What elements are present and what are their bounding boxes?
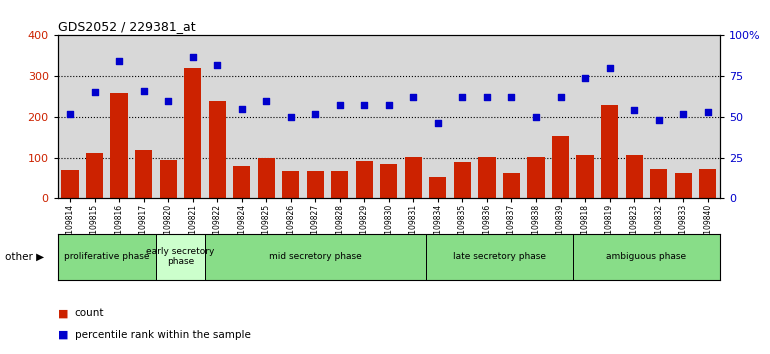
Bar bbox=[86, 153, 103, 198]
Point bbox=[604, 65, 616, 71]
Bar bbox=[573, 234, 720, 280]
Point bbox=[579, 75, 591, 81]
Bar bbox=[233, 166, 250, 198]
Point bbox=[701, 109, 714, 115]
Bar bbox=[205, 234, 426, 280]
Point bbox=[457, 95, 469, 100]
Bar bbox=[58, 234, 156, 280]
Bar bbox=[478, 157, 496, 198]
Point bbox=[628, 108, 641, 113]
Text: ■: ■ bbox=[58, 308, 69, 318]
Text: ■: ■ bbox=[58, 330, 69, 339]
Bar bbox=[601, 105, 618, 198]
Point bbox=[407, 95, 420, 100]
Text: mid secretory phase: mid secretory phase bbox=[269, 252, 362, 261]
Bar bbox=[282, 171, 300, 198]
Point bbox=[432, 120, 444, 126]
Point bbox=[677, 111, 689, 116]
Bar bbox=[426, 234, 573, 280]
Point bbox=[652, 117, 665, 123]
Text: other ▶: other ▶ bbox=[5, 252, 45, 262]
Point bbox=[554, 95, 567, 100]
Text: early secretory
phase: early secretory phase bbox=[146, 247, 215, 266]
Bar bbox=[405, 157, 422, 198]
Bar bbox=[430, 177, 447, 198]
Bar bbox=[650, 169, 668, 198]
Bar bbox=[503, 173, 520, 198]
Text: percentile rank within the sample: percentile rank within the sample bbox=[75, 330, 250, 339]
Point bbox=[383, 103, 395, 108]
Point bbox=[505, 95, 517, 100]
Text: count: count bbox=[75, 308, 104, 318]
Bar bbox=[625, 155, 643, 198]
Bar bbox=[184, 68, 201, 198]
Text: proliferative phase: proliferative phase bbox=[64, 252, 149, 261]
Bar bbox=[159, 160, 176, 198]
Bar bbox=[356, 161, 373, 198]
Point bbox=[64, 111, 76, 116]
Bar bbox=[135, 150, 152, 198]
Point bbox=[211, 62, 223, 68]
Point bbox=[186, 54, 199, 59]
Bar bbox=[454, 161, 471, 198]
Bar bbox=[675, 173, 691, 198]
Point bbox=[333, 103, 346, 108]
Bar bbox=[209, 101, 226, 198]
Point bbox=[162, 98, 174, 103]
Text: late secretory phase: late secretory phase bbox=[453, 252, 546, 261]
Bar bbox=[62, 170, 79, 198]
Point bbox=[89, 90, 101, 95]
Bar bbox=[552, 136, 569, 198]
Text: ambiguous phase: ambiguous phase bbox=[606, 252, 686, 261]
Bar bbox=[699, 169, 716, 198]
Point bbox=[530, 114, 542, 120]
Bar bbox=[577, 155, 594, 198]
Point bbox=[137, 88, 149, 93]
Bar bbox=[380, 164, 397, 198]
Bar bbox=[331, 171, 348, 198]
Point bbox=[260, 98, 273, 103]
Bar bbox=[258, 158, 275, 198]
Text: GDS2052 / 229381_at: GDS2052 / 229381_at bbox=[58, 20, 196, 33]
Point bbox=[285, 114, 297, 120]
Point bbox=[480, 95, 493, 100]
Point bbox=[309, 111, 321, 116]
Point bbox=[236, 106, 248, 112]
Bar bbox=[306, 171, 324, 198]
Bar bbox=[110, 93, 128, 198]
Point bbox=[358, 103, 370, 108]
Bar bbox=[527, 157, 544, 198]
Bar bbox=[156, 234, 205, 280]
Point bbox=[113, 59, 126, 64]
